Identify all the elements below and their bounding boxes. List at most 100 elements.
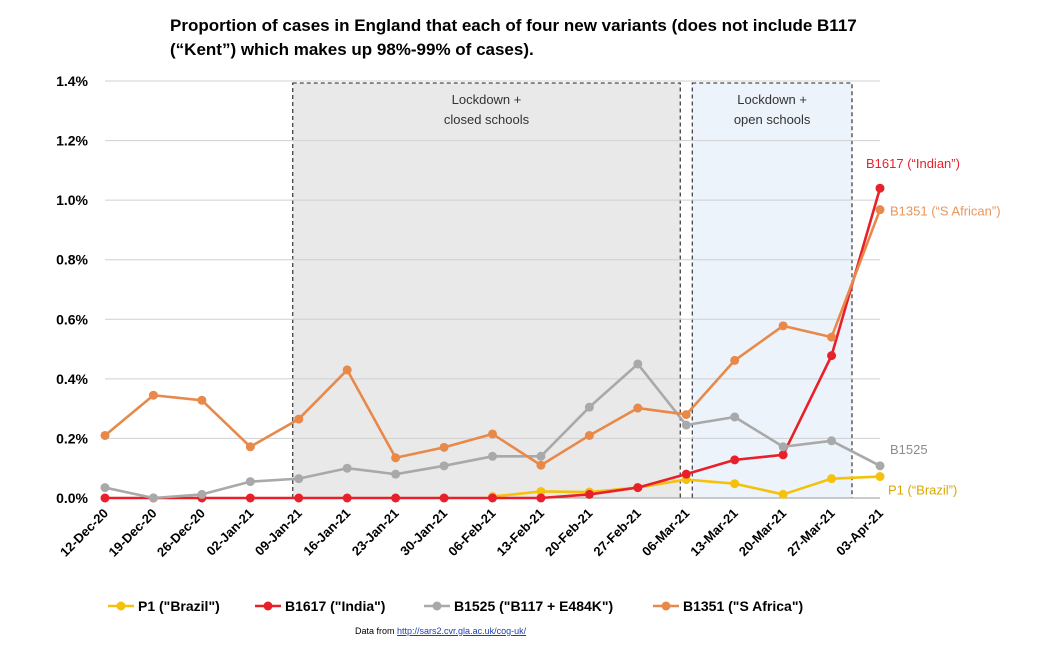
series-4-point — [730, 355, 740, 365]
y-tick-label: 0.6% — [56, 311, 88, 327]
series-4-point — [488, 429, 497, 439]
series-2-end-label: B1617 (“Indian”) — [866, 156, 960, 171]
series-1-point — [536, 486, 546, 496]
x-tick-label: 30-Jan-21 — [397, 506, 450, 559]
series-4-point — [439, 442, 449, 452]
y-tick-label: 1.4% — [56, 73, 88, 89]
series-3-point — [488, 451, 497, 461]
series-2-point — [100, 493, 110, 503]
x-tick-label: 09-Jan-21 — [252, 506, 305, 559]
series-2-point — [294, 493, 304, 503]
region-2-label-line-2: open schools — [734, 112, 811, 127]
data-source-note: Data from http://sars2.cvr.gla.ac.uk/cog… — [355, 626, 526, 636]
y-tick-label: 0.8% — [56, 252, 88, 268]
y-tick-label: 0.2% — [56, 430, 88, 446]
x-tick-label: 03-Apr-21 — [833, 506, 886, 559]
series-4-point — [100, 430, 110, 440]
series-4-point — [875, 205, 885, 215]
series-3-point — [391, 469, 401, 479]
x-tick-label: 06-Mar-21 — [639, 506, 693, 560]
region-1-label-line-1: Lockdown + — [452, 92, 522, 107]
series-3-point — [100, 483, 110, 493]
series-3-end-label: B1525 — [890, 442, 928, 457]
x-tick-label: 27-Feb-21 — [590, 506, 644, 560]
chart-title-line-1: Proportion of cases in England that each… — [170, 16, 857, 35]
series-2-point — [633, 483, 643, 493]
series-4-point — [681, 410, 691, 420]
y-tick-label: 0.0% — [56, 490, 88, 506]
series-4-end-label: B1351 (“S African”) — [890, 204, 1001, 219]
series-4-point — [294, 414, 304, 424]
series-2-point — [875, 183, 885, 193]
y-tick-label: 0.4% — [56, 371, 88, 387]
series-2-point — [391, 493, 401, 503]
region-2-label-line-1: Lockdown + — [737, 92, 807, 107]
x-tick-label: 27-Mar-21 — [784, 506, 838, 560]
x-tick-label: 06-Feb-21 — [445, 506, 499, 560]
series-3-point — [536, 451, 546, 461]
series-3-point — [584, 402, 594, 412]
x-tick-label: 19-Dec-20 — [106, 506, 160, 560]
series-2-point — [488, 493, 497, 503]
data-source-link[interactable]: http://sars2.cvr.gla.ac.uk/cog-uk/ — [397, 626, 527, 636]
y-tick-label: 1.2% — [56, 133, 88, 149]
legend-4-label: B1351 ("S Africa") — [683, 598, 803, 614]
chart-title-line-2: (“Kent”) which makes up 98%-99% of cases… — [170, 40, 534, 59]
legend-1-label: P1 ("Brazil") — [138, 598, 220, 614]
x-tick-label: 26-Dec-20 — [154, 506, 208, 560]
x-tick-label: 13-Mar-21 — [687, 506, 741, 560]
series-3-point — [439, 461, 449, 471]
region-1-label-line-2: closed schools — [444, 112, 530, 127]
series-4-point — [342, 365, 352, 375]
series-2-point — [778, 450, 788, 460]
series-3-point — [342, 463, 352, 473]
series-1-point — [827, 474, 837, 484]
x-tick-label: 20-Mar-21 — [736, 506, 790, 560]
series-3-point — [148, 493, 158, 503]
series-4-point — [245, 442, 255, 452]
series-4-point — [584, 430, 594, 440]
series-4-point — [778, 321, 788, 331]
series-1-point — [730, 479, 740, 489]
series-3-point — [827, 436, 837, 446]
series-4-point — [391, 453, 401, 463]
x-tick-label: 02-Jan-21 — [203, 506, 256, 559]
series-4-point — [148, 390, 158, 400]
series-2-point — [827, 351, 837, 361]
series-4-point — [536, 460, 546, 470]
series-2-point — [584, 489, 594, 499]
series-3-point — [778, 442, 788, 452]
legend-4-marker — [661, 601, 671, 611]
series-1-end-label: P1 (“Brazil”) — [888, 483, 957, 498]
x-tick-label: 12-Dec-20 — [57, 506, 111, 560]
x-tick-label: 13-Feb-21 — [494, 506, 548, 560]
legend-2-marker — [263, 601, 273, 611]
legend-3-marker — [432, 601, 442, 611]
series-2-point — [245, 493, 255, 503]
x-tick-label: 23-Jan-21 — [349, 506, 402, 559]
series-4-point — [827, 332, 837, 342]
chart-title: Proportion of cases in England that each… — [170, 14, 970, 62]
region-1-band — [292, 82, 681, 499]
series-1-point — [778, 489, 788, 499]
y-tick-label: 1.0% — [56, 192, 88, 208]
data-source-prefix: Data from — [355, 626, 395, 636]
x-tick-label: 16-Jan-21 — [300, 506, 353, 559]
x-tick-label: 20-Feb-21 — [542, 506, 596, 560]
region-2-band — [691, 82, 853, 499]
legend-3-label: B1525 ("B117 + E484K") — [454, 598, 613, 614]
series-4-point — [633, 403, 643, 413]
series-3-point — [294, 474, 304, 484]
series-3-point — [681, 420, 691, 430]
series-3-point — [197, 489, 207, 499]
series-2-point — [730, 455, 740, 465]
series-3-point — [875, 461, 885, 471]
series-1-point — [875, 472, 885, 482]
series-2-point — [681, 469, 691, 479]
series-3-point — [730, 412, 740, 422]
series-3-point — [245, 477, 255, 487]
series-4-point — [197, 395, 207, 405]
series-2-point — [439, 493, 449, 503]
legend-2-label: B1617 ("India") — [285, 598, 385, 614]
